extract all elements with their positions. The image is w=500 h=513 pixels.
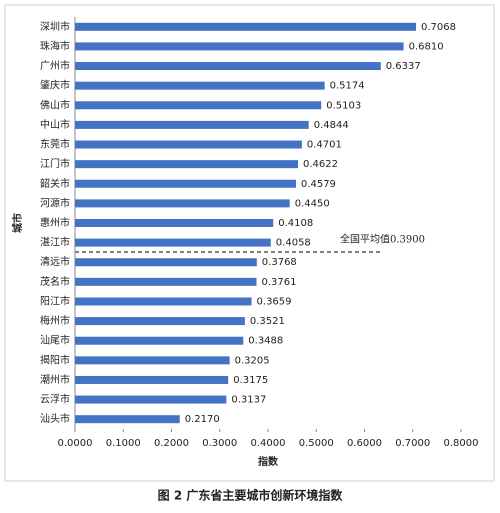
bar bbox=[75, 140, 302, 149]
y-tick-label: 云浮市 bbox=[40, 393, 70, 406]
annotation: 全国平均值0.3900 bbox=[340, 233, 425, 246]
y-tick-label: 中山市 bbox=[40, 118, 70, 131]
value-label: 0.4579 bbox=[301, 179, 336, 190]
y-tick-label: 河源市 bbox=[40, 196, 70, 209]
y-tick-label: 惠州市 bbox=[40, 216, 70, 229]
value-label: 0.3175 bbox=[233, 375, 268, 386]
bar bbox=[75, 120, 309, 129]
x-tick-label: 0.7000 bbox=[395, 438, 430, 449]
value-label: 0.3761 bbox=[261, 277, 296, 288]
chart-border bbox=[4, 4, 495, 482]
value-label: 0.3488 bbox=[248, 336, 283, 347]
x-tick-label: 0.8000 bbox=[444, 438, 479, 449]
y-tick-label: 潮州市 bbox=[40, 373, 70, 386]
bar bbox=[75, 81, 325, 90]
x-tick-label: 0.0000 bbox=[58, 438, 93, 449]
bar bbox=[75, 62, 381, 71]
y-tick-label: 湛江市 bbox=[40, 236, 70, 249]
y-tick-label: 茂名市 bbox=[40, 275, 70, 288]
bar bbox=[75, 258, 257, 267]
bar bbox=[75, 336, 244, 345]
bar bbox=[75, 375, 229, 384]
value-label: 0.3659 bbox=[257, 296, 292, 307]
y-axis-label: 城市 bbox=[11, 213, 24, 233]
bar bbox=[75, 22, 417, 31]
bar bbox=[75, 160, 299, 169]
value-label: 0.5174 bbox=[330, 81, 365, 92]
bar bbox=[75, 317, 245, 326]
y-tick-label: 佛山市 bbox=[40, 98, 70, 111]
value-label: 0.3768 bbox=[262, 257, 297, 268]
y-tick-label: 阳江市 bbox=[40, 294, 70, 307]
y-tick-label: 韶关市 bbox=[40, 177, 70, 190]
bar bbox=[75, 199, 290, 208]
bar bbox=[75, 356, 230, 365]
value-label: 0.4108 bbox=[278, 218, 313, 229]
y-tick-label: 东莞市 bbox=[40, 138, 70, 151]
value-label: 0.4450 bbox=[295, 198, 330, 209]
y-tick-label: 清远市 bbox=[40, 255, 70, 268]
x-tick-label: 0.6000 bbox=[347, 438, 382, 449]
value-label: 0.4058 bbox=[276, 238, 311, 249]
value-label: 0.4622 bbox=[303, 159, 338, 170]
value-label: 0.4701 bbox=[307, 140, 342, 151]
bar bbox=[75, 238, 271, 247]
y-tick-label: 江门市 bbox=[40, 157, 70, 170]
x-tick-label: 0.4000 bbox=[251, 438, 286, 449]
x-tick-label: 0.3000 bbox=[202, 438, 237, 449]
bar bbox=[75, 395, 227, 404]
bar bbox=[75, 219, 274, 227]
value-label: 0.3205 bbox=[235, 355, 270, 366]
x-tick-label: 0.1000 bbox=[106, 438, 141, 449]
value-label: 0.6337 bbox=[386, 61, 421, 72]
y-tick-label: 肇庆市 bbox=[40, 79, 70, 92]
chart-title: 图 2 广东省主要城市创新环境指数 bbox=[158, 488, 344, 503]
value-label: 0.3137 bbox=[231, 395, 266, 406]
bar bbox=[75, 101, 322, 110]
value-label: 0.6810 bbox=[409, 41, 444, 52]
value-label: 0.5103 bbox=[326, 100, 361, 111]
value-label: 0.7068 bbox=[421, 22, 456, 33]
x-tick-label: 0.5000 bbox=[299, 438, 334, 449]
bar bbox=[75, 277, 257, 286]
y-tick-label: 广州市 bbox=[40, 59, 70, 72]
y-tick-label: 汕头市 bbox=[40, 412, 70, 425]
y-tick-label: 梅州市 bbox=[40, 314, 70, 327]
value-label: 0.3521 bbox=[250, 316, 285, 327]
value-label: 0.4844 bbox=[314, 120, 349, 131]
y-tick-label: 珠海市 bbox=[40, 39, 70, 52]
x-tick-label: 0.2000 bbox=[154, 438, 189, 449]
value-label: 0.2170 bbox=[185, 414, 220, 425]
bar bbox=[75, 42, 404, 51]
bar bbox=[75, 297, 252, 306]
bar bbox=[75, 415, 180, 424]
x-axis-label: 指数 bbox=[258, 455, 279, 468]
y-tick-label: 汕尾市 bbox=[40, 334, 70, 347]
bar bbox=[75, 179, 296, 188]
y-tick-label: 深圳市 bbox=[40, 20, 70, 33]
y-tick-label: 揭阳市 bbox=[40, 353, 70, 366]
